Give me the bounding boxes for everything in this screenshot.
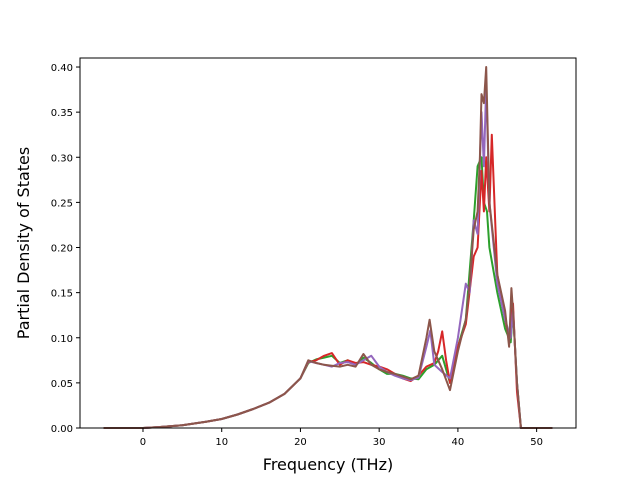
x-tick-label: 30 [373, 437, 386, 448]
y-tick-label: 0.10 [51, 334, 73, 345]
x-axis: 0 10 20 30 40 50 [140, 428, 543, 448]
y-tick-label: 0.40 [51, 63, 73, 74]
series-line-4 [103, 66, 553, 429]
y-axis-label: Partial Density of States [14, 147, 33, 339]
y-tick-label: 0.20 [51, 244, 73, 255]
y-tick-label: 0.05 [51, 379, 73, 390]
x-tick-label: 0 [140, 437, 146, 448]
y-tick-label: 0.25 [51, 198, 73, 209]
y-axis: 0.00 0.05 0.10 0.15 0.20 0.25 0.30 0.35 0.40 [51, 63, 80, 435]
series-layer [103, 66, 553, 429]
y-tick-label: 0.00 [51, 424, 73, 435]
x-tick-label: 50 [530, 437, 543, 448]
x-tick-label: 40 [452, 437, 465, 448]
y-tick-label: 0.30 [51, 153, 73, 164]
y-tick-label: 0.15 [51, 289, 73, 300]
y-tick-label: 0.35 [51, 108, 73, 119]
x-axis-label: Frequency (THz) [263, 455, 393, 474]
x-tick-label: 20 [294, 437, 307, 448]
x-tick-label: 10 [215, 437, 228, 448]
plot-frame [79, 57, 577, 429]
